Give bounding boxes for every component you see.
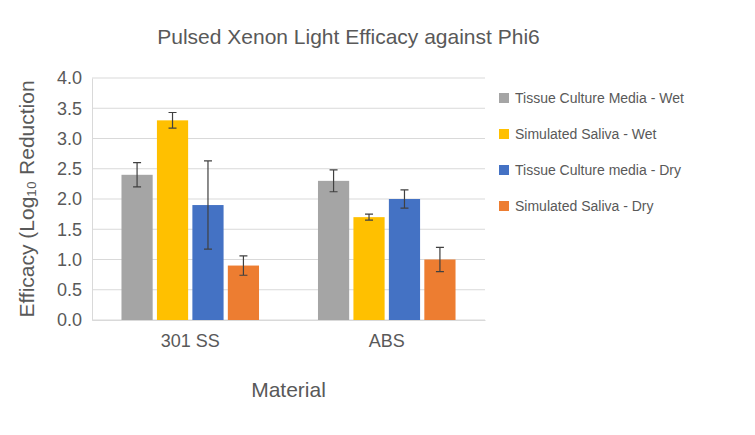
error-bar-line <box>133 163 141 187</box>
legend-item: Tissue Culture Media - Wet <box>499 90 684 106</box>
y-tick-label: 2.0 <box>57 189 82 209</box>
grid-line <box>92 138 485 139</box>
y-tick: 1.0 <box>57 250 92 270</box>
x-tick: ABS <box>369 320 405 351</box>
legend-item: Simulated Saliva - Wet <box>499 126 656 142</box>
bar <box>121 175 152 320</box>
error-bar-line <box>239 256 247 275</box>
bar <box>353 217 384 320</box>
y-tick: 2.0 <box>57 189 92 209</box>
grid-line <box>92 78 485 79</box>
legend-swatch <box>499 93 509 103</box>
y-tick: 3.0 <box>57 129 92 149</box>
x-tick-label: ABS <box>369 331 405 351</box>
bar <box>157 120 188 320</box>
y-tick-label: 0.0 <box>57 310 82 330</box>
y-tick: 3.5 <box>57 99 92 119</box>
legend-label: Tissue Culture Media - Wet <box>515 90 684 106</box>
y-tick: 1.5 <box>57 220 92 240</box>
y-tick-label: 4.0 <box>57 68 82 88</box>
y-axis-line <box>92 79 93 321</box>
error-bar-line <box>204 161 212 249</box>
legend: Tissue Culture Media - Wet Simulated Sali… <box>499 90 684 214</box>
x-axis: 301 SS ABS <box>93 320 486 351</box>
error-bar <box>330 170 338 192</box>
y-tick-label: 0.5 <box>57 280 82 300</box>
legend-swatch <box>499 165 509 175</box>
error-bar-line <box>365 214 373 220</box>
series <box>157 112 385 320</box>
x-axis-line <box>93 320 486 321</box>
grid-line <box>92 168 485 169</box>
x-tick-label: 301 SS <box>161 331 220 351</box>
x-axis-title: Material <box>251 378 326 401</box>
y-tick-label: 3.5 <box>57 99 82 119</box>
y-axis-title: Efficacy (Log₁₀ Reduction <box>15 80 38 317</box>
series <box>121 163 349 320</box>
plot-area: 0.0 0.5 1.0 1.5 2.0 2.5 3.0 3.5 4.0 301 SS ABS <box>57 68 486 351</box>
y-tick-label: 1.0 <box>57 250 82 270</box>
error-bar <box>239 256 247 275</box>
title: Pulsed Xenon Light Efficacy against Phi6 <box>157 25 540 48</box>
y-tick-label: 3.0 <box>57 129 82 149</box>
y-tick: 2.5 <box>57 159 92 179</box>
legend-item: Tissue Culture media - Dry <box>499 162 681 178</box>
y-tick: 0.5 <box>57 280 92 300</box>
series <box>192 161 420 320</box>
legend-label: Tissue Culture media - Dry <box>515 162 681 178</box>
error-bar-line <box>436 247 444 271</box>
error-bar <box>365 214 373 220</box>
error-bar-line <box>330 170 338 192</box>
legend-swatch <box>499 129 509 139</box>
x-tick: 301 SS <box>161 320 220 351</box>
error-bar <box>204 161 212 249</box>
series <box>228 247 456 320</box>
y-tick-label: 1.5 <box>57 220 82 240</box>
legend-swatch <box>499 201 509 211</box>
bar <box>389 199 420 320</box>
bars <box>121 112 455 320</box>
y-axis: 0.0 0.5 1.0 1.5 2.0 2.5 3.0 3.5 4.0 <box>57 68 93 330</box>
error-bar-line <box>400 190 408 208</box>
error-bar <box>169 112 177 128</box>
error-bar <box>436 247 444 271</box>
error-bar <box>133 163 141 187</box>
error-bar <box>400 190 408 208</box>
y-tick-label: 2.5 <box>57 159 82 179</box>
y-tick: 4.0 <box>57 68 92 88</box>
y-tick: 0.0 <box>57 310 92 330</box>
error-bar-line <box>169 112 177 128</box>
legend-label: Simulated Saliva - Wet <box>515 126 656 142</box>
legend-item: Simulated Saliva - Dry <box>499 198 654 214</box>
grid <box>92 78 485 320</box>
bar <box>318 181 349 320</box>
grid-line <box>92 108 485 109</box>
legend-label: Simulated Saliva - Dry <box>515 198 654 214</box>
chart: 0.0 0.5 1.0 1.5 2.0 2.5 3.0 3.5 4.0 301 SS ABS Puls… <box>0 0 755 435</box>
